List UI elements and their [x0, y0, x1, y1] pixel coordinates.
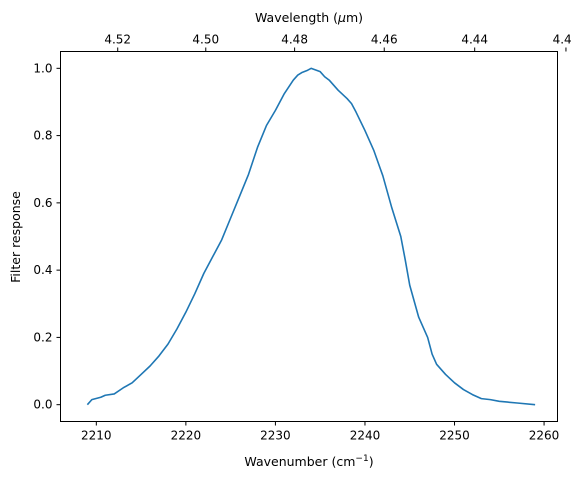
- x-tick-label: 2260: [529, 429, 560, 443]
- y-tick-label: 1.0: [33, 61, 52, 75]
- plot-frame: [60, 51, 558, 422]
- top-axis-label: Wavelength (μm): [255, 10, 363, 25]
- y-tick-label: 0.6: [33, 196, 52, 210]
- y-axis-label: Filter response: [8, 191, 23, 283]
- y-tick-label: 0.2: [33, 330, 52, 344]
- top-x-tick-label: 4.46: [371, 33, 398, 47]
- x-tick-label: 2230: [260, 429, 291, 443]
- top-x-tick-label: 4.48: [281, 33, 308, 47]
- top-x-tick-label: 4.44: [461, 33, 488, 47]
- x-tick-label: 2210: [81, 429, 112, 443]
- top-x-tick-label: 4.50: [192, 33, 219, 47]
- series-line: [86, 67, 536, 406]
- x-tick-label: 2240: [350, 429, 381, 443]
- top-x-tick-label: 4.52: [104, 33, 131, 47]
- x-axis-label: Wavenumber (cm−1): [244, 454, 373, 469]
- y-tick-label: 0.0: [33, 398, 52, 412]
- plot-lines: [86, 67, 536, 406]
- x-tick-label: 2250: [439, 429, 470, 443]
- y-tick-label: 0.8: [33, 129, 52, 143]
- top-x-tick-label: 4.42: [553, 33, 571, 47]
- y-tick-label: 0.4: [33, 263, 52, 277]
- ticks: 2210 2220 2230 2240 2250 2260 0.0 0.2 0.4 0.6 0.8 1…: [33, 33, 571, 443]
- x-tick-label: 2220: [171, 429, 202, 443]
